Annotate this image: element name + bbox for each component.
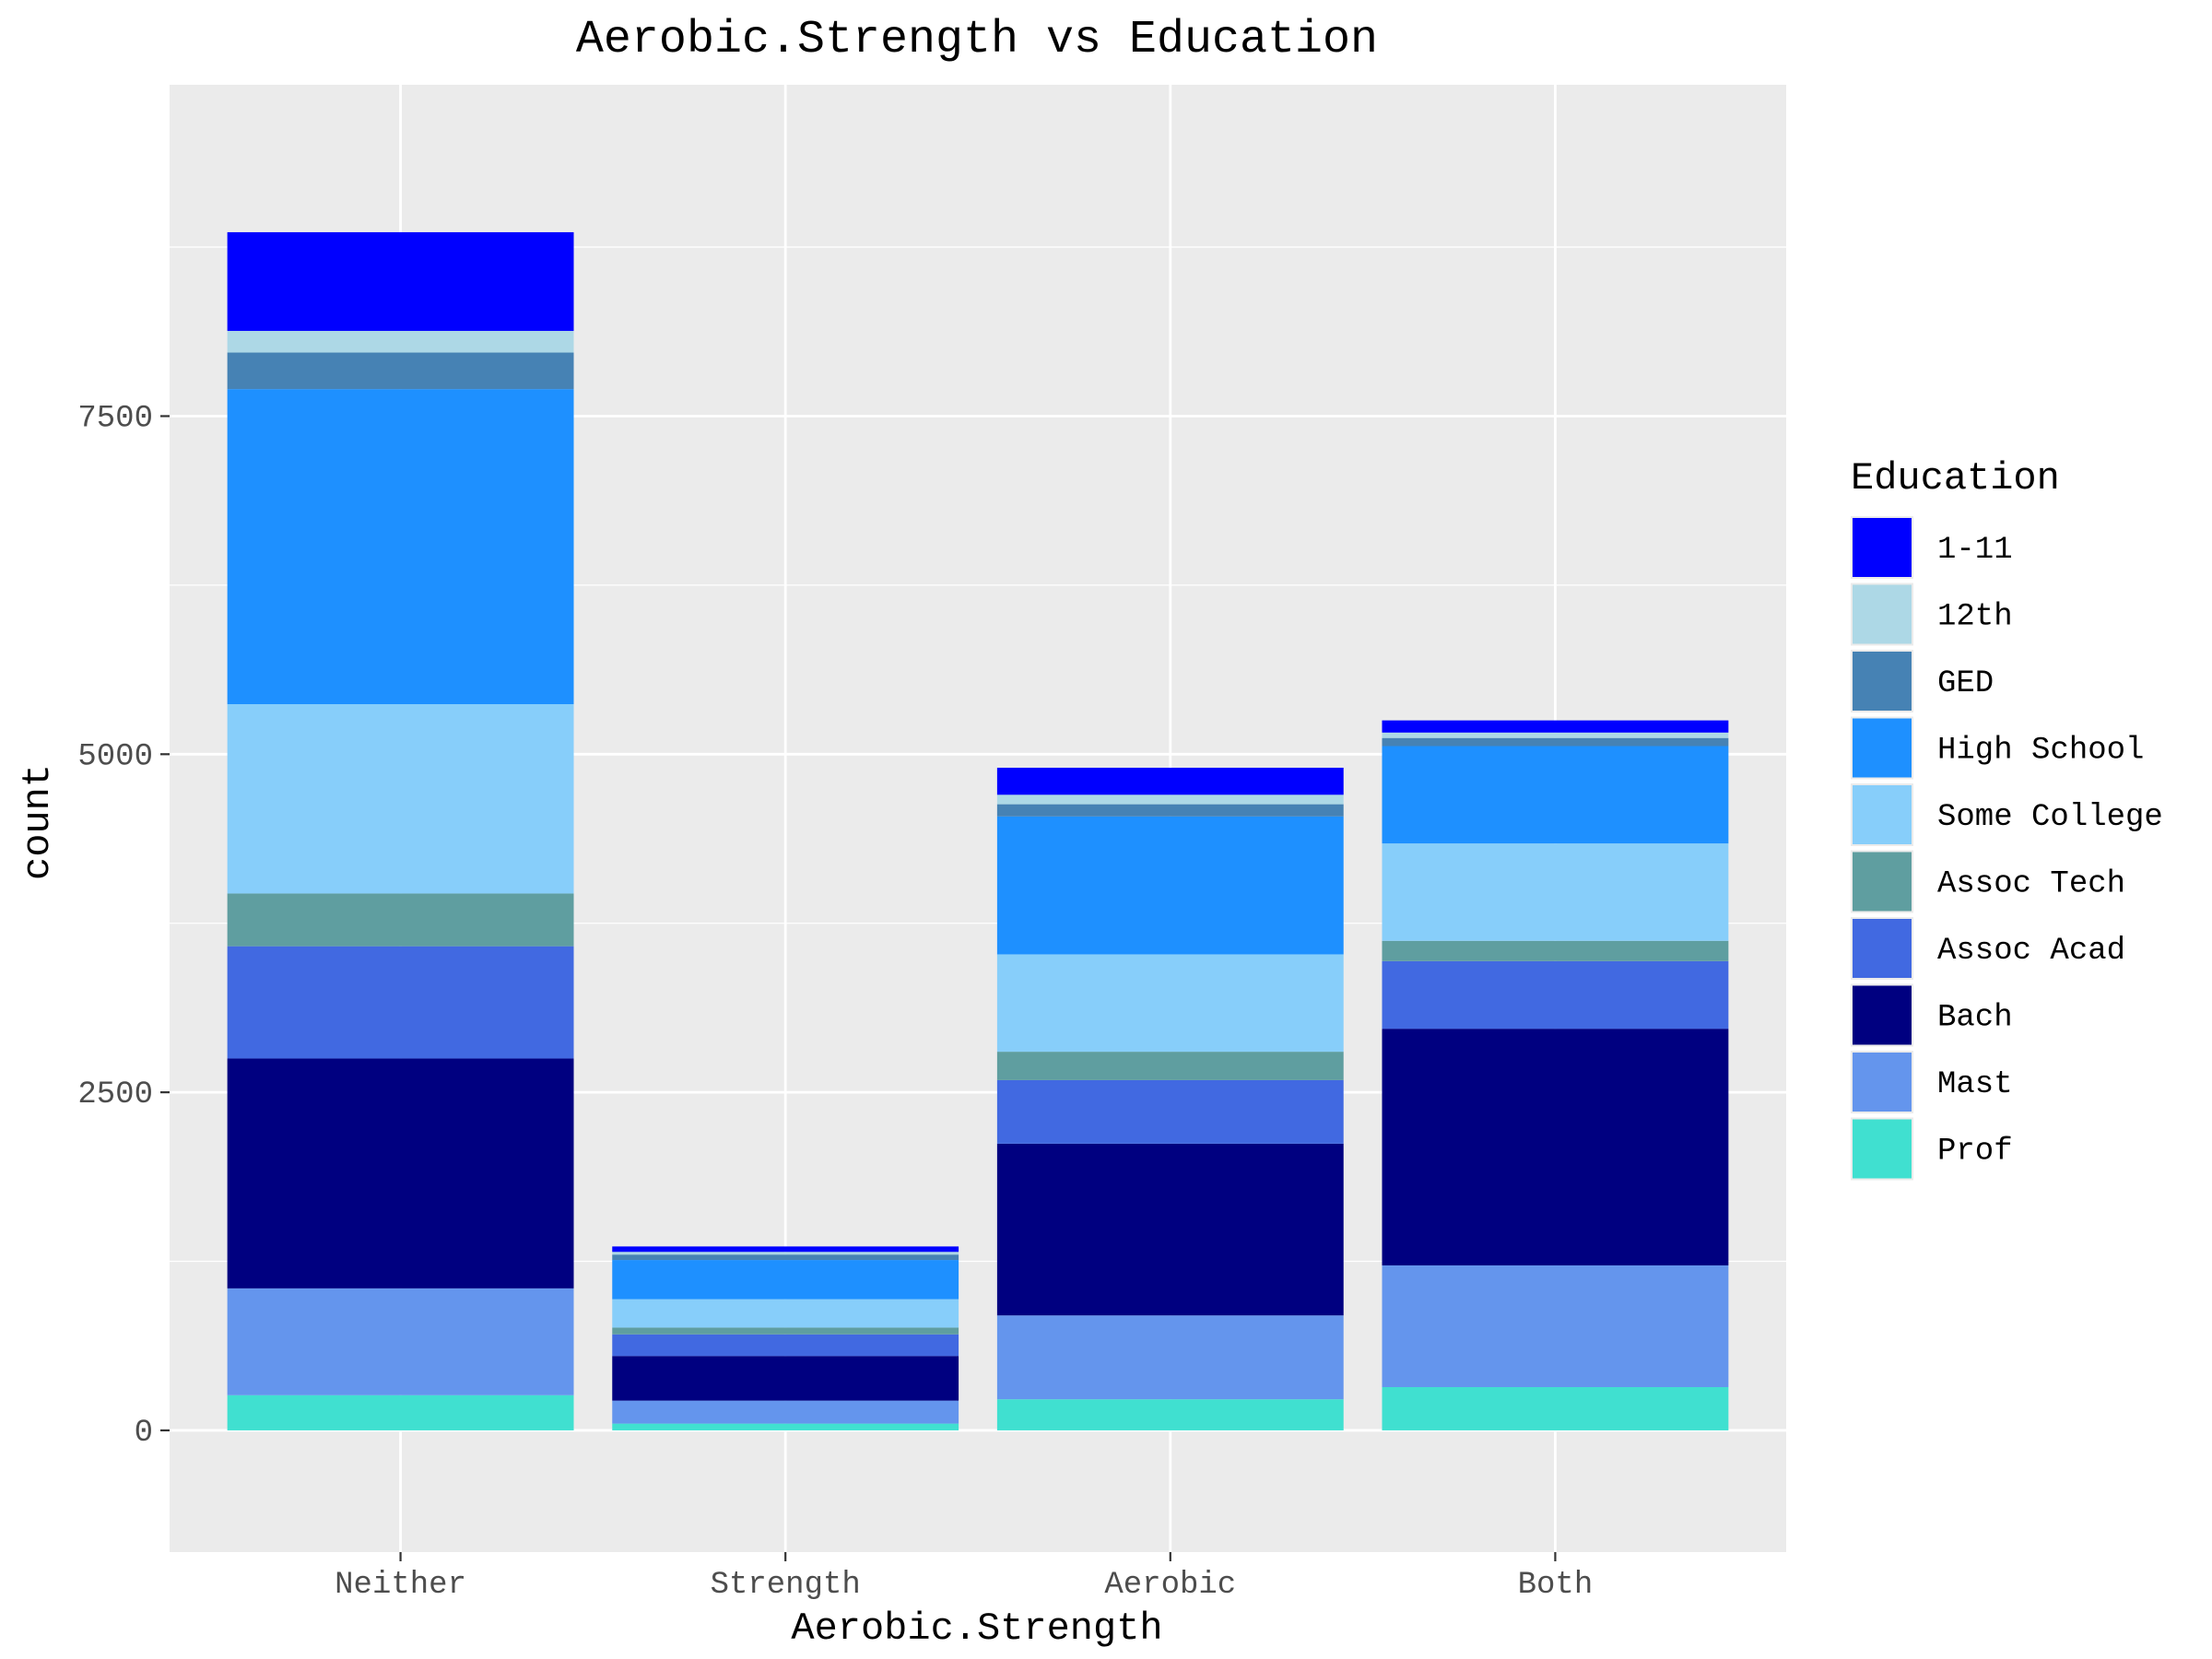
x-axis-title: Aerobic.Strength [791, 1606, 1162, 1651]
x-tick-label: Neither [335, 1568, 466, 1603]
bar-segment-12th [227, 331, 574, 353]
legend-label: High School [1937, 734, 2144, 769]
bar-segment-high-school [612, 1260, 959, 1300]
legend-key-swatch [1853, 785, 1912, 844]
x-tick-label: Aerobic [1104, 1568, 1236, 1603]
bar-stack-neither [227, 231, 574, 1430]
legend-label: Mast [1937, 1067, 2013, 1102]
bar-segment-1-11 [227, 231, 574, 332]
legend-label: Some College [1937, 800, 2163, 835]
bar-segment-assoc-tech [996, 1052, 1344, 1080]
bar-segment-some-college [227, 704, 574, 894]
bar-segment-high-school [227, 389, 574, 705]
legend-label: GED [1937, 666, 1994, 701]
y-tick-label: 5000 [77, 739, 153, 774]
x-axis: Neither Strength Aerobic Both [335, 1552, 1593, 1603]
legend-key-swatch [1853, 718, 1912, 778]
legend-key-swatch [1853, 852, 1912, 912]
y-axis-title: count [16, 764, 60, 880]
bar-segment-bach [1382, 1029, 1729, 1265]
y-tick-label: 2500 [77, 1077, 153, 1112]
legend-item: Prof [1851, 1117, 2013, 1181]
legend-key-swatch [1853, 985, 1912, 1045]
legend-item: GED [1851, 650, 1994, 712]
bar-segment-prof [1382, 1386, 1729, 1430]
bar-segment-ged [1382, 737, 1729, 747]
legend-key-swatch [1853, 1053, 1912, 1112]
bar-segment-high-school [996, 816, 1344, 955]
bar-segment-12th [996, 794, 1344, 805]
legend-key-swatch [1853, 919, 1912, 978]
bar-segment-prof [612, 1423, 959, 1430]
bar-segment-assoc-acad [1382, 960, 1729, 1030]
bar-segment-1-11 [1382, 720, 1729, 733]
bar-segment-prof [227, 1394, 574, 1430]
legend-item: Assoc Tech [1851, 850, 2125, 913]
bar-segment-mast [1382, 1265, 1729, 1387]
bar-segment-ged [227, 352, 574, 390]
bar-segment-assoc-tech [1382, 940, 1729, 961]
y-axis: 0 2500 5000 7500 [77, 401, 170, 1451]
bar-stack-aerobic [996, 767, 1344, 1430]
legend-key-swatch [1853, 584, 1912, 644]
bar-segment-12th [1382, 732, 1729, 738]
legend-item: Bach [1851, 983, 2013, 1047]
bar-segment-ged [612, 1254, 959, 1261]
legend-label: Assoc Tech [1937, 867, 2125, 902]
bar-segment-1-11 [612, 1246, 959, 1253]
bar-segment-1-11 [996, 767, 1344, 795]
legend-item: 1-11 [1851, 516, 2013, 579]
bar-stack-strength [612, 1246, 959, 1430]
bar-segment-assoc-tech [227, 893, 574, 947]
y-tick-label: 7500 [77, 401, 153, 436]
chart-title: Aerobic.Strength vs Education [576, 14, 1378, 66]
legend: Education 1-11 12th GED High School Some Col… [1851, 456, 2163, 1181]
bar-stack-both [1382, 720, 1729, 1430]
bar-segment-assoc-acad [612, 1334, 959, 1357]
legend-item: 12th [1851, 582, 2013, 646]
legend-label: 1-11 [1937, 533, 2013, 568]
bar-segment-some-college [1382, 843, 1729, 941]
bars [227, 231, 1729, 1430]
bar-segment-12th [612, 1252, 959, 1255]
legend-key-swatch [1853, 518, 1912, 577]
legend-item: Assoc Acad [1851, 917, 2125, 980]
bar-segment-bach [227, 1058, 574, 1288]
bar-segment-assoc-acad [227, 946, 574, 1059]
legend-item: High School [1851, 716, 2144, 780]
legend-label: Bach [1937, 1001, 2013, 1036]
bar-segment-mast [612, 1400, 959, 1424]
legend-title: Education [1851, 456, 2060, 500]
bar-segment-mast [227, 1288, 574, 1395]
legend-key-swatch [1853, 1119, 1912, 1179]
y-tick-label: 0 [135, 1416, 153, 1451]
bar-segment-some-college [996, 954, 1344, 1053]
legend-label: Prof [1937, 1135, 2013, 1170]
bar-segment-some-college [612, 1299, 959, 1328]
legend-label: Assoc Acad [1937, 934, 2125, 969]
x-tick-label: Strength [711, 1568, 861, 1603]
bar-segment-prof [996, 1399, 1344, 1430]
bar-segment-bach [996, 1143, 1344, 1316]
bar-segment-ged [996, 804, 1344, 817]
bar-segment-assoc-acad [996, 1079, 1344, 1144]
legend-key-swatch [1853, 652, 1912, 711]
bar-segment-bach [612, 1356, 959, 1401]
bar-segment-mast [996, 1315, 1344, 1400]
legend-item: Some College [1851, 783, 2163, 846]
legend-label: 12th [1937, 600, 2013, 635]
legend-item: Mast [1851, 1051, 2013, 1113]
bar-segment-assoc-tech [612, 1327, 959, 1335]
bar-segment-high-school [1382, 746, 1729, 844]
x-tick-label: Both [1518, 1568, 1594, 1603]
